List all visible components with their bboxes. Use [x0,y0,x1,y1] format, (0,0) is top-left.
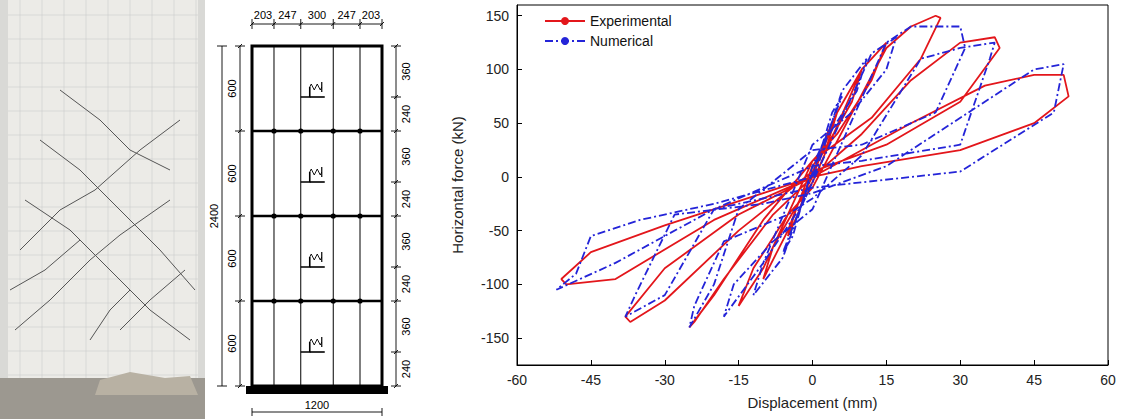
svg-text:600: 600 [226,79,238,97]
svg-text:360: 360 [400,317,412,335]
svg-text:360: 360 [400,62,412,80]
svg-text:240: 240 [400,190,412,208]
svg-text:-45: -45 [581,372,601,388]
svg-text:203: 203 [362,9,380,21]
svg-text:600: 600 [226,249,238,267]
svg-text:247: 247 [278,9,296,21]
svg-text:0: 0 [809,372,817,388]
svg-text:15: 15 [879,372,895,388]
svg-text:Numerical: Numerical [590,33,653,49]
svg-text:360: 360 [400,232,412,250]
svg-text:240: 240 [400,360,412,378]
svg-text:60: 60 [1100,372,1116,388]
svg-text:360: 360 [400,147,412,165]
svg-text:247: 247 [337,9,355,21]
svg-text:0: 0 [501,169,509,185]
svg-text:1200: 1200 [305,399,329,411]
svg-text:600: 600 [226,164,238,182]
svg-text:Displacement (mm): Displacement (mm) [747,394,877,411]
svg-text:30: 30 [952,372,968,388]
svg-text:-50: -50 [489,223,509,239]
svg-text:150: 150 [486,8,510,24]
svg-text:Horizontal force (kN): Horizontal force (kN) [449,116,466,254]
svg-text:2400: 2400 [208,204,220,228]
svg-text:-100: -100 [481,276,509,292]
svg-text:-30: -30 [655,372,675,388]
svg-text:100: 100 [486,61,510,77]
svg-text:300: 300 [308,9,326,21]
svg-text:203: 203 [254,9,272,21]
svg-text:45: 45 [1026,372,1042,388]
svg-text:240: 240 [400,105,412,123]
svg-text:-60: -60 [507,372,527,388]
svg-text:Experimental: Experimental [590,13,672,29]
svg-text:-150: -150 [481,330,509,346]
svg-text:240: 240 [400,275,412,293]
svg-text:50: 50 [493,115,509,131]
svg-text:-15: -15 [729,372,749,388]
svg-text:600: 600 [226,334,238,352]
